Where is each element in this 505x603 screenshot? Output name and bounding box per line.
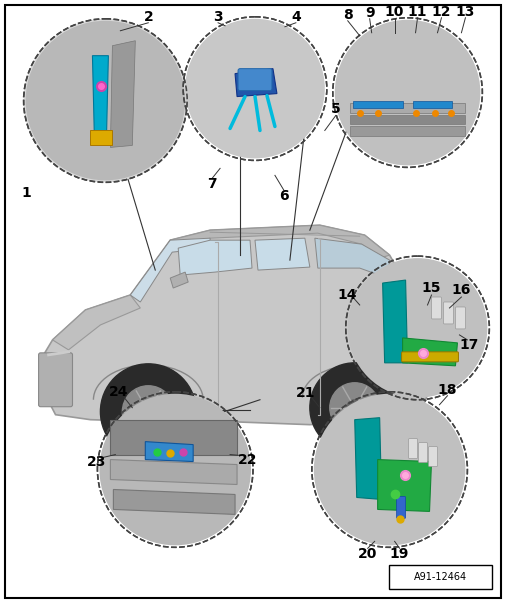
- Circle shape: [347, 258, 486, 398]
- FancyBboxPatch shape: [418, 443, 427, 463]
- Polygon shape: [40, 225, 427, 425]
- Polygon shape: [110, 41, 135, 147]
- Polygon shape: [130, 238, 210, 302]
- Circle shape: [346, 400, 362, 415]
- FancyBboxPatch shape: [388, 565, 491, 589]
- Text: 13: 13: [455, 5, 474, 19]
- Polygon shape: [354, 418, 381, 499]
- Text: 23: 23: [86, 455, 106, 469]
- Text: 21: 21: [295, 386, 315, 400]
- Polygon shape: [382, 280, 407, 363]
- Polygon shape: [92, 55, 108, 140]
- Text: 12: 12: [431, 5, 450, 19]
- Text: 10: 10: [384, 5, 403, 19]
- Text: 8: 8: [342, 8, 352, 22]
- Polygon shape: [113, 490, 235, 514]
- Circle shape: [329, 383, 379, 432]
- Circle shape: [334, 20, 479, 165]
- Text: 15: 15: [421, 281, 440, 295]
- Polygon shape: [170, 225, 389, 258]
- Text: 5: 5: [330, 101, 340, 116]
- Circle shape: [26, 21, 185, 180]
- Polygon shape: [110, 459, 236, 484]
- FancyBboxPatch shape: [352, 101, 402, 107]
- Circle shape: [309, 363, 399, 453]
- Text: 1: 1: [22, 186, 31, 200]
- Polygon shape: [53, 295, 140, 350]
- Text: 20: 20: [358, 548, 377, 561]
- Polygon shape: [235, 69, 276, 96]
- Polygon shape: [314, 238, 389, 278]
- FancyBboxPatch shape: [401, 352, 458, 362]
- Text: 11: 11: [407, 5, 426, 19]
- Text: 3: 3: [213, 10, 223, 24]
- Circle shape: [140, 404, 156, 420]
- Text: 2: 2: [143, 10, 153, 24]
- Polygon shape: [170, 272, 188, 288]
- Polygon shape: [90, 130, 112, 145]
- Text: 24: 24: [109, 385, 128, 399]
- Circle shape: [24, 19, 187, 182]
- Polygon shape: [377, 459, 431, 511]
- FancyBboxPatch shape: [349, 127, 465, 136]
- FancyBboxPatch shape: [349, 103, 465, 113]
- Circle shape: [185, 19, 324, 159]
- FancyBboxPatch shape: [237, 69, 271, 90]
- Polygon shape: [255, 238, 309, 270]
- Text: 22: 22: [238, 453, 257, 467]
- FancyBboxPatch shape: [412, 101, 451, 107]
- FancyBboxPatch shape: [442, 302, 452, 324]
- Text: 9: 9: [364, 6, 374, 20]
- Text: 18: 18: [437, 383, 457, 397]
- Text: 4: 4: [290, 10, 300, 24]
- FancyBboxPatch shape: [396, 496, 405, 519]
- FancyBboxPatch shape: [349, 115, 465, 124]
- Polygon shape: [402, 338, 457, 366]
- FancyBboxPatch shape: [38, 353, 72, 406]
- Text: 17: 17: [459, 338, 478, 352]
- Text: 19: 19: [389, 548, 409, 561]
- Text: 6: 6: [279, 189, 288, 203]
- FancyBboxPatch shape: [428, 447, 437, 467]
- Text: A91-12464: A91-12464: [413, 572, 466, 582]
- Text: 16: 16: [451, 283, 470, 297]
- FancyBboxPatch shape: [431, 297, 440, 319]
- FancyBboxPatch shape: [110, 420, 236, 455]
- Text: 14: 14: [336, 288, 356, 302]
- Circle shape: [313, 394, 465, 545]
- FancyBboxPatch shape: [408, 438, 417, 458]
- FancyBboxPatch shape: [454, 307, 465, 329]
- Circle shape: [100, 364, 196, 459]
- Circle shape: [122, 386, 174, 438]
- Circle shape: [99, 394, 250, 545]
- Polygon shape: [178, 240, 251, 275]
- Polygon shape: [145, 441, 193, 461]
- Text: 7: 7: [207, 177, 217, 191]
